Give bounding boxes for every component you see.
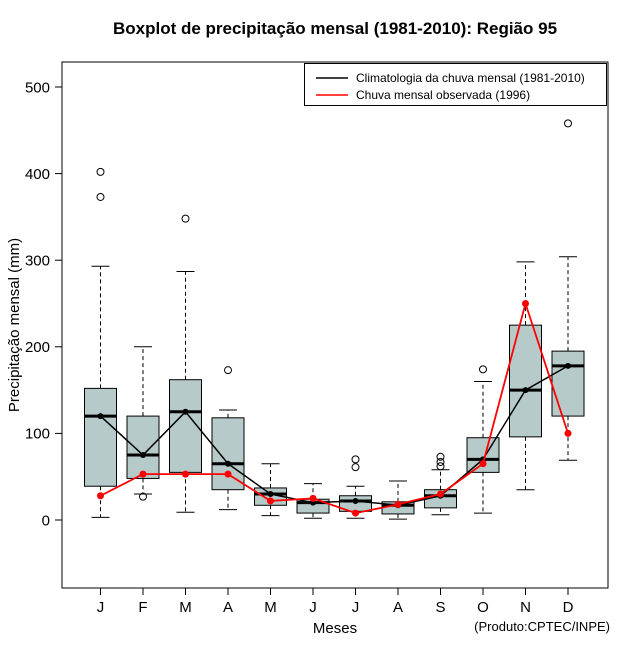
observed-point xyxy=(97,492,104,500)
outlier-point xyxy=(96,167,105,176)
boxplot-month-1 xyxy=(84,167,117,518)
x-tick-label: J xyxy=(97,599,105,616)
y-tick-label: 200 xyxy=(25,339,50,356)
observed-line xyxy=(100,300,569,515)
iqr-box xyxy=(84,387,117,487)
climatology-point xyxy=(140,452,146,459)
climatology-point xyxy=(225,460,231,467)
x-tick-label: O xyxy=(477,599,489,616)
outlier-point xyxy=(181,214,190,223)
x-tick-label: S xyxy=(435,599,445,616)
observed-point xyxy=(437,490,444,498)
observed-point xyxy=(564,429,572,437)
x-tick-label: A xyxy=(223,599,233,616)
legend-label-observed: Chuva mensal observada (1996) xyxy=(356,88,530,102)
observed-point xyxy=(139,470,147,478)
outlier-point xyxy=(351,455,360,464)
climatology-point xyxy=(522,387,529,394)
x-tick-label: D xyxy=(563,599,574,616)
observed-point xyxy=(394,500,402,508)
boxplot-month-11 xyxy=(509,261,542,491)
climatology-point xyxy=(182,408,189,415)
observed-point xyxy=(352,509,359,517)
box-layer xyxy=(84,119,585,520)
climatology-point xyxy=(352,497,359,504)
observed-point xyxy=(182,470,189,478)
observed-point xyxy=(224,470,232,478)
legend-label-climatology: Climatologia da chuva mensal (1981-2010) xyxy=(356,71,585,85)
climatology-point xyxy=(565,362,571,369)
y-axis-title: Precipitação mensal (mm) xyxy=(6,238,23,412)
observed-point xyxy=(522,300,529,307)
x-tick-label: N xyxy=(520,599,531,616)
y-tick-label: 300 xyxy=(25,252,50,269)
y-tick-label: 0 xyxy=(42,512,50,529)
observed-point xyxy=(309,494,317,502)
chart-title: Boxplot de precipitação mensal (1981-201… xyxy=(113,19,557,38)
x-axis-title: Meses xyxy=(313,620,357,637)
y-tick-label: 400 xyxy=(25,166,50,183)
climatology-point xyxy=(97,413,104,420)
x-tick-label: A xyxy=(393,599,403,616)
iqr-box xyxy=(551,350,585,417)
x-tick-label: J xyxy=(309,599,317,616)
outlier-point xyxy=(436,462,445,471)
legend: Climatologia da chuva mensal (1981-2010)… xyxy=(304,63,607,106)
x-tick-label: J xyxy=(352,599,360,616)
outlier-point xyxy=(96,192,105,201)
x-tick-label: M xyxy=(179,599,192,616)
boxplot-month-4 xyxy=(211,366,245,511)
outlier-point xyxy=(564,119,572,128)
outlier-point xyxy=(436,452,445,461)
y-tick-label: 100 xyxy=(25,426,50,443)
x-tick-label: F xyxy=(138,599,147,616)
climatology-line xyxy=(99,365,569,507)
outlier-point xyxy=(224,366,232,375)
line-layer xyxy=(97,300,572,517)
outlier-point xyxy=(139,492,147,501)
axes-layer: 0 100 200 300 400 500 J F M A M J J A S O N D xyxy=(25,79,574,616)
x-tick-label: M xyxy=(264,599,277,616)
observed-point xyxy=(267,497,274,505)
footnote: (Produto:CPTEC/INPE) xyxy=(474,619,610,634)
legend-box xyxy=(304,63,607,106)
observed-point xyxy=(479,460,487,468)
y-tick-label: 500 xyxy=(25,79,50,96)
iqr-box xyxy=(211,417,245,491)
outlier-point xyxy=(351,463,360,472)
outlier-point xyxy=(479,365,487,374)
outlier-point xyxy=(436,457,445,466)
iqr-box xyxy=(509,324,542,438)
iqr-box xyxy=(126,415,160,479)
climatology-point xyxy=(267,491,274,498)
